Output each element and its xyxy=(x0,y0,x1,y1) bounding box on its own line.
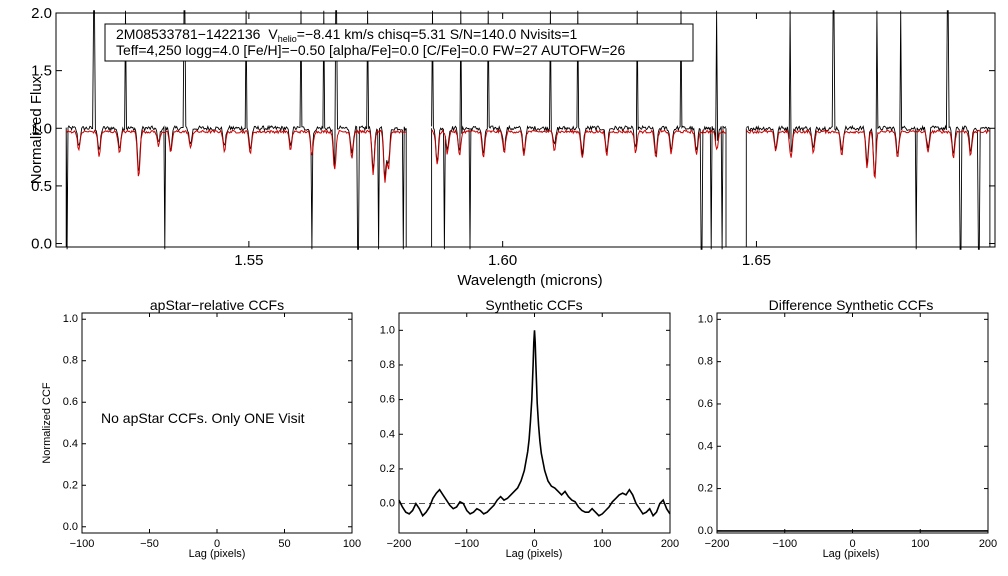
difference-ccf-panel: Difference Synthetic CCFs 0.00.20.40.60.… xyxy=(698,297,997,560)
apstar-ccf-x-label: Lag (pixels) xyxy=(189,548,246,560)
synthetic-ccf-plot-frame xyxy=(398,312,671,534)
difference-ccf-x-tick-label: −200 xyxy=(705,538,730,550)
synthetic-ccf-x-tick-label: −100 xyxy=(454,538,479,550)
synthetic-ccf-series-line xyxy=(398,330,671,518)
apstar-ccf-x-tick-label: −100 xyxy=(70,538,95,550)
apstar-ccf-y-tick-label: 0.4 xyxy=(63,438,78,450)
apstar-ccf-panel: apStar−relative CCFs 0.00.20.40.60.81.0 … xyxy=(41,297,361,560)
apstar-ccf-y-tick-label: 0.6 xyxy=(63,396,78,408)
spectrum-x-tick-label: 1.60 xyxy=(488,252,517,269)
synthetic-ccf-x-tick-label: −200 xyxy=(387,538,412,550)
spectrum-panel: 0.0 0.5 1.0 1.5 2.0 1.55 1.60 1.65 2M08533781−… xyxy=(28,5,996,289)
synthetic-ccf-x-tick-label: 0 xyxy=(531,538,537,550)
spectrum-y-tick-label: 0.5 xyxy=(31,178,52,195)
spectrum-x-tick-label: 1.55 xyxy=(234,252,263,269)
spectrum-x-ticks: 1.55 1.60 1.65 xyxy=(234,13,771,269)
spectrum-y-tick-label: 1.0 xyxy=(31,120,52,137)
annotation-star-id: 2M08533781−1422136 xyxy=(116,26,261,42)
apstar-ccf-x-tick-label: 100 xyxy=(343,538,361,550)
apstar-ccf-message: No apStar CCFs. Only ONE Visit xyxy=(101,410,305,426)
synthetic-ccf-x-tick-label: 200 xyxy=(661,538,679,550)
difference-ccf-x-ticks: −200 −100 0 100 200 xyxy=(705,313,997,550)
apstar-ccf-y-tick-label: 0.8 xyxy=(63,355,78,367)
synthetic-ccf-title: Synthetic CCFs xyxy=(485,297,582,313)
spectrum-y-tick-label: 0.0 xyxy=(31,236,52,253)
apstar-ccf-y-tick-label: 0.2 xyxy=(63,479,78,491)
apstar-ccf-x-tick-label: 50 xyxy=(278,538,290,550)
apstar-ccf-x-tick-label: 0 xyxy=(214,538,220,550)
difference-ccf-x-tick-label: −100 xyxy=(772,538,797,550)
apstar-ccf-title: apStar−relative CCFs xyxy=(150,297,284,313)
apstar-ccf-y-ticks: 0.0 0.2 0.4 0.6 0.8 1.0 xyxy=(63,313,352,533)
synthetic-ccf-x-ticks: −200 −100 0 100 200 xyxy=(387,313,679,550)
synthetic-ccf-y-tick-label: 0.6 xyxy=(380,394,395,406)
annotation-line-2: Teff=4,250 logg=4.0 [Fe/H]=−0.50 [alpha/… xyxy=(116,42,625,58)
spectrum-y-tick-label: 1.5 xyxy=(31,63,52,80)
spectrum-y-tick-label: 2.0 xyxy=(31,5,52,22)
annotation-v-subscript: helio xyxy=(278,34,297,44)
difference-ccf-y-tick-label: 1.0 xyxy=(698,313,713,325)
spectrum-series-synthetic xyxy=(66,128,990,183)
spectrum-y-ticks: 0.0 0.5 1.0 1.5 2.0 xyxy=(31,5,995,253)
difference-ccf-title: Difference Synthetic CCFs xyxy=(769,297,934,313)
synthetic-ccf-y-tick-label: 0.8 xyxy=(380,359,395,371)
apstar-ccf-y-label: Normalized CCF xyxy=(41,382,53,464)
synthetic-ccf-panel: Synthetic CCFs 0.0 0.2 0.4 0.6 0.8 1.0 −200 −1… xyxy=(380,297,679,560)
difference-ccf-x-tick-label: 100 xyxy=(911,538,929,550)
apstar-ccf-x-ticks: −100 −50 0 50 100 xyxy=(70,313,361,550)
spectrum-y-label: Normalized Flux xyxy=(28,75,45,184)
difference-ccf-y-tick-label: 0.4 xyxy=(698,440,713,452)
synthetic-ccf-y-tick-label: 0.4 xyxy=(380,428,395,440)
apstar-ccf-y-tick-label: 0.0 xyxy=(63,521,78,533)
annotation-line-1: 2M08533781−1422136 Vhelio=−8.41 km/s chis… xyxy=(116,26,578,44)
annotation-v-rest: =−8.41 km/s chisq=5.31 S/N=140.0 Nvisits… xyxy=(297,26,578,42)
spectrum-x-label: Wavelength (microns) xyxy=(457,272,602,289)
spectrum-plot-frame xyxy=(55,12,996,248)
difference-ccf-y-tick-label: 0.0 xyxy=(698,525,713,537)
synthetic-ccf-y-tick-label: 0.2 xyxy=(380,463,395,475)
synthetic-ccf-x-label: Lag (pixels) xyxy=(506,548,563,560)
difference-ccf-y-tick-label: 0.8 xyxy=(698,356,713,368)
difference-ccf-plot-frame xyxy=(716,312,989,534)
synthetic-ccf-x-tick-label: 100 xyxy=(593,538,611,550)
apstar-ccf-y-tick-label: 1.0 xyxy=(63,313,78,325)
difference-ccf-y-tick-label: 0.6 xyxy=(698,398,713,410)
synthetic-ccf-y-tick-label: 1.0 xyxy=(380,324,395,336)
annotation-box-frame xyxy=(104,23,694,62)
difference-ccf-y-ticks: 0.0 0.2 0.4 0.6 0.8 1.0 xyxy=(698,313,988,537)
difference-ccf-x-label: Lag (pixels) xyxy=(823,548,880,560)
difference-ccf-x-tick-label: 0 xyxy=(849,538,855,550)
spectrum-x-tick-label: 1.65 xyxy=(742,252,771,269)
difference-ccf-x-tick-label: 200 xyxy=(979,538,997,550)
annotation-v-symbol: V xyxy=(268,26,278,42)
spectrum-lines xyxy=(65,10,991,250)
synthetic-ccf-y-tick-label: 0.0 xyxy=(380,498,395,510)
spectrum-annotation-box: 2M08533781−1422136 Vhelio=−8.41 km/s chis… xyxy=(104,23,694,62)
synthetic-ccf-y-ticks: 0.0 0.2 0.4 0.6 0.8 1.0 xyxy=(380,324,670,510)
apstar-ccf-x-tick-label: −50 xyxy=(140,538,159,550)
difference-ccf-y-tick-label: 0.2 xyxy=(698,483,713,495)
